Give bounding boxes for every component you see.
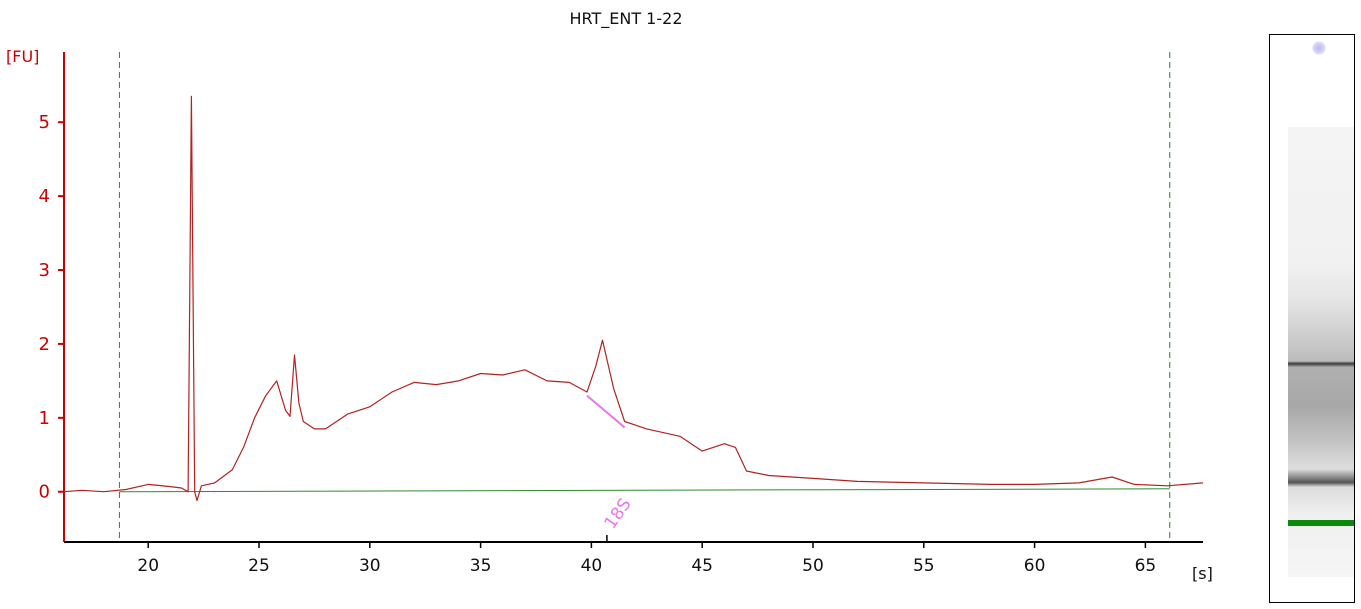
x-tick-label-6: 50 — [802, 556, 824, 576]
gel-marker-band — [1288, 520, 1354, 526]
baseline-line — [119, 488, 1170, 493]
y-tick-label-5: 5 — [39, 112, 50, 133]
x-tick-label-3: 35 — [470, 556, 492, 576]
y-tick-label-2: 2 — [39, 334, 50, 355]
y-axis-label: [FU] — [6, 47, 39, 66]
x-tick-label-7: 55 — [913, 556, 935, 576]
chart-title: HRT_ENT 1-22 — [569, 9, 682, 29]
y-tick-label-4: 4 — [39, 186, 50, 207]
y-tick-label-3: 3 — [39, 260, 50, 281]
gel-spot — [1312, 41, 1326, 55]
gel-image — [1269, 34, 1355, 603]
x-tick-label-8: 60 — [1024, 556, 1046, 576]
gel-lane — [1288, 127, 1354, 577]
y-tick-label-1: 1 — [39, 408, 50, 429]
series-line-0 — [63, 95, 1204, 502]
x-tick-label-0: 20 — [137, 556, 159, 576]
x-tick-label-2: 30 — [359, 556, 381, 576]
peak-marker-line — [586, 394, 626, 429]
y-tick-label-0: 0 — [39, 482, 50, 503]
x-tick-label-4: 40 — [581, 556, 603, 576]
x-tick-label-9: 65 — [1135, 556, 1157, 576]
x-axis-label: [s] — [1192, 564, 1213, 583]
peak-marker-label: 18S — [601, 495, 636, 533]
x-tick-label-5: 45 — [691, 556, 713, 576]
x-tick-label-1: 25 — [248, 556, 270, 576]
